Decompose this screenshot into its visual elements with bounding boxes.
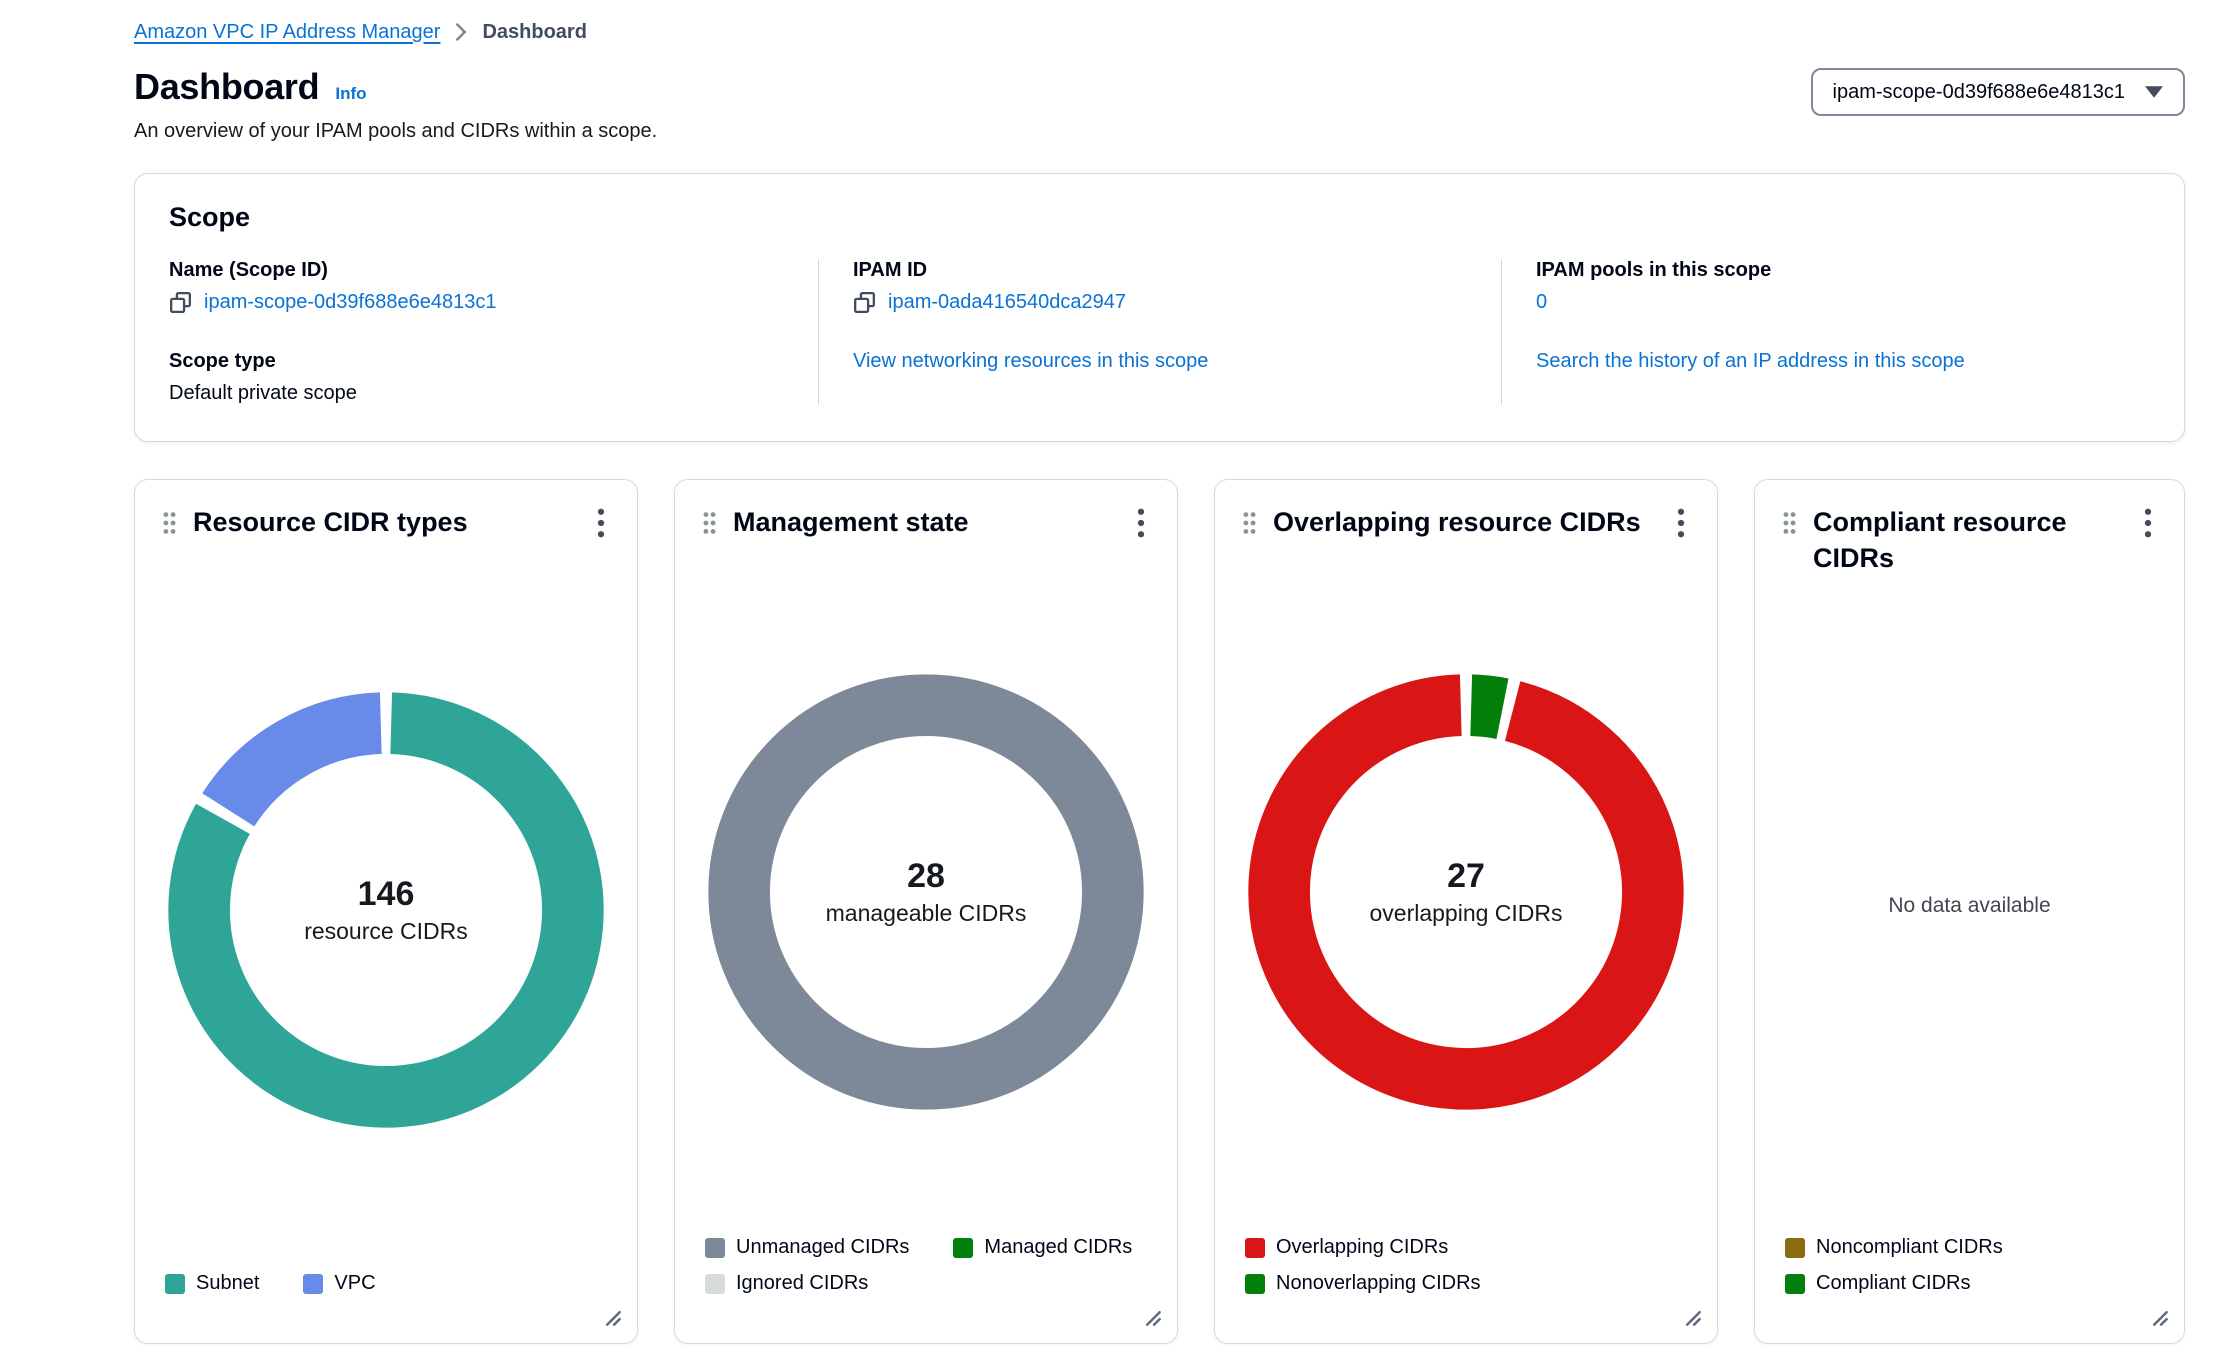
scope-panel: Scope Name (Scope ID) ipam-scope-0d39f68… bbox=[134, 173, 2185, 442]
scope-type-label: Scope type bbox=[169, 350, 276, 372]
scope-type-value: Default private scope bbox=[169, 382, 357, 404]
page-header: Dashboard Info An overview of your IPAM … bbox=[134, 66, 2185, 143]
ipam-pools-count-link[interactable]: 0 bbox=[1536, 291, 1548, 313]
widget-title: Overlapping resource CIDRs bbox=[1273, 507, 1641, 537]
donut-chart[interactable]: 28 manageable CIDRs bbox=[701, 667, 1151, 1117]
kebab-menu-icon[interactable] bbox=[1131, 504, 1151, 547]
info-link[interactable]: Info bbox=[335, 84, 367, 103]
drag-handle-icon[interactable] bbox=[1781, 511, 1798, 540]
legend-item[interactable]: Managed CIDRs bbox=[953, 1236, 1132, 1259]
legend-swatch bbox=[705, 1273, 725, 1294]
chart-legend: Subnet VPC bbox=[161, 1272, 611, 1295]
legend-swatch bbox=[953, 1237, 974, 1258]
legend-label: Nonoverlapping CIDRs bbox=[1276, 1272, 1481, 1294]
scope-col-ipam: IPAM ID ipam-0ada416540dca2947 View netw… bbox=[818, 259, 1501, 405]
widget-overlapping-resource-cidrs: Overlapping resource CIDRs 27 overlappin… bbox=[1214, 479, 1718, 1344]
search-ip-history-link[interactable]: Search the history of an IP address in t… bbox=[1536, 350, 1965, 372]
legend-item[interactable]: Nonoverlapping CIDRs bbox=[1245, 1272, 1481, 1295]
widget-management-state: Management state 28 manageable CIDRs Unm… bbox=[674, 479, 1178, 1344]
resize-handle-icon[interactable] bbox=[2146, 1304, 2168, 1331]
kebab-menu-icon[interactable] bbox=[2138, 504, 2158, 547]
scope-id-link[interactable]: ipam-scope-0d39f688e6e4813c1 bbox=[204, 291, 497, 313]
legend-label: Compliant CIDRs bbox=[1816, 1272, 1971, 1294]
legend-item[interactable]: Ignored CIDRs bbox=[705, 1272, 868, 1295]
donut-chart[interactable]: 146 resource CIDRs bbox=[161, 685, 611, 1135]
chevron-right-icon bbox=[454, 22, 468, 42]
legend-item[interactable]: Overlapping CIDRs bbox=[1245, 1236, 1448, 1259]
legend-swatch bbox=[1245, 1237, 1265, 1258]
page-title: Dashboard bbox=[134, 66, 320, 107]
legend-swatch bbox=[1245, 1273, 1265, 1294]
scope-col-name: Name (Scope ID) ipam-scope-0d39f688e6e48… bbox=[135, 259, 818, 405]
drag-handle-icon[interactable] bbox=[161, 511, 178, 540]
scope-name-label: Name (Scope ID) bbox=[169, 259, 328, 281]
drag-handle-icon[interactable] bbox=[701, 511, 718, 540]
donut-chart[interactable]: 27 overlapping CIDRs bbox=[1241, 667, 1691, 1117]
scope-selector[interactable]: ipam-scope-0d39f688e6e4813c1 bbox=[1810, 68, 2185, 116]
drag-handle-icon[interactable] bbox=[1241, 511, 1258, 540]
ipam-id-link[interactable]: ipam-0ada416540dca2947 bbox=[888, 291, 1126, 313]
widget-compliant-resource-cidrs: Compliant resource CIDRs No data availab… bbox=[1754, 479, 2185, 1344]
ipam-id-label: IPAM ID bbox=[853, 259, 928, 281]
scope-panel-title: Scope bbox=[169, 202, 251, 232]
scope-selector-value: ipam-scope-0d39f688e6e4813c1 bbox=[1832, 80, 2125, 103]
copy-icon[interactable] bbox=[169, 291, 192, 314]
kebab-menu-icon[interactable] bbox=[591, 504, 611, 547]
legend-label: Overlapping CIDRs bbox=[1276, 1236, 1449, 1258]
legend-item[interactable]: Compliant CIDRs bbox=[1785, 1272, 1970, 1295]
chart-legend: Noncompliant CIDRs Compliant CIDRs bbox=[1781, 1236, 2158, 1295]
legend-swatch bbox=[1785, 1273, 1805, 1294]
resize-handle-icon[interactable] bbox=[1139, 1304, 1161, 1331]
breadcrumb: Amazon VPC IP Address Manager Dashboard bbox=[134, 18, 2185, 46]
widget-title: Management state bbox=[733, 507, 969, 537]
page-subtitle: An overview of your IPAM pools and CIDRs… bbox=[134, 120, 658, 142]
legend-item[interactable]: Subnet bbox=[165, 1272, 259, 1295]
legend-label: Ignored CIDRs bbox=[736, 1272, 869, 1294]
legend-item[interactable]: Unmanaged CIDRs bbox=[705, 1236, 909, 1259]
no-data-message: No data available bbox=[1888, 894, 2051, 918]
legend-item[interactable]: VPC bbox=[303, 1272, 376, 1295]
legend-swatch bbox=[705, 1237, 725, 1258]
legend-label: Managed CIDRs bbox=[984, 1236, 1133, 1258]
breadcrumb-current: Dashboard bbox=[482, 20, 587, 43]
widget-title: Compliant resource CIDRs bbox=[1813, 507, 2067, 574]
legend-swatch bbox=[303, 1273, 324, 1294]
legend-label: Unmanaged CIDRs bbox=[736, 1236, 910, 1258]
widgets-row: Resource CIDR types 146 resource CIDRs S… bbox=[134, 479, 2185, 1344]
kebab-menu-icon[interactable] bbox=[1671, 504, 1691, 547]
legend-item[interactable]: Noncompliant CIDRs bbox=[1785, 1236, 2003, 1259]
ipam-pools-label: IPAM pools in this scope bbox=[1536, 259, 1772, 281]
resize-handle-icon[interactable] bbox=[599, 1304, 621, 1331]
resize-handle-icon[interactable] bbox=[1679, 1304, 1701, 1331]
legend-label: Noncompliant CIDRs bbox=[1816, 1236, 2003, 1258]
chart-legend: Unmanaged CIDRs Managed CIDRs Ignored CI… bbox=[701, 1236, 1151, 1295]
chart-legend: Overlapping CIDRs Nonoverlapping CIDRs bbox=[1241, 1236, 1691, 1295]
view-networking-resources-link[interactable]: View networking resources in this scope bbox=[853, 350, 1209, 372]
legend-label: VPC bbox=[334, 1272, 376, 1294]
caret-down-icon bbox=[2145, 81, 2163, 104]
legend-swatch bbox=[1785, 1237, 1805, 1258]
breadcrumb-link-ipam[interactable]: Amazon VPC IP Address Manager bbox=[134, 20, 441, 43]
widget-resource-cidr-types: Resource CIDR types 146 resource CIDRs S… bbox=[134, 479, 638, 1344]
legend-label: Subnet bbox=[196, 1272, 260, 1294]
scope-col-pools: IPAM pools in this scope 0 Search the hi… bbox=[1501, 259, 2184, 405]
widget-title: Resource CIDR types bbox=[193, 507, 468, 537]
legend-swatch bbox=[165, 1273, 185, 1294]
copy-icon[interactable] bbox=[853, 291, 876, 314]
